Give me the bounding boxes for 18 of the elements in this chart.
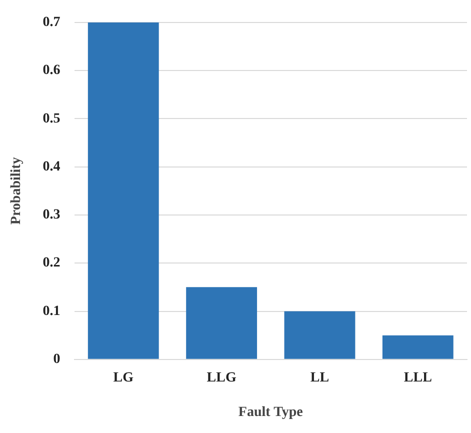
y-tick-label: 0.7 bbox=[42, 15, 60, 30]
y-tick-label: 0.3 bbox=[42, 208, 60, 223]
y-axis-title: Probability bbox=[9, 157, 24, 225]
y-tick-label: 0.1 bbox=[42, 304, 60, 319]
y-tick-label: 0 bbox=[53, 352, 60, 368]
bar bbox=[284, 311, 356, 359]
bar bbox=[186, 287, 258, 359]
x-tick-label: LLG bbox=[206, 370, 236, 386]
bar bbox=[382, 335, 454, 359]
x-tick-label: LG bbox=[113, 370, 134, 386]
y-tick-label: 0.2 bbox=[42, 256, 60, 271]
x-tick-label: LL bbox=[310, 370, 330, 386]
y-tick-label: 0.5 bbox=[42, 111, 60, 126]
y-tick-label: 0.4 bbox=[42, 159, 60, 174]
y-tick-label: 0.6 bbox=[42, 63, 60, 78]
x-tick-label: LLL bbox=[404, 370, 432, 386]
x-axis-title: Fault Type bbox=[238, 405, 303, 420]
bar bbox=[88, 22, 159, 359]
